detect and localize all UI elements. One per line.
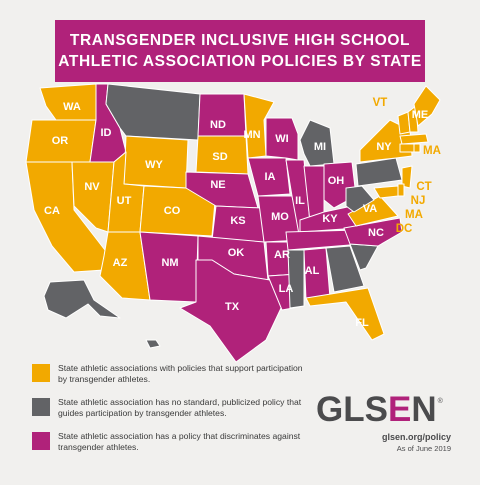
state-ms	[287, 249, 305, 309]
title-banner: TRANSGENDER INCLUSIVE HIGH SCHOOL ATHLET…	[55, 20, 425, 82]
state-label-tx: TX	[225, 301, 240, 313]
state-label-ne: NE	[210, 179, 225, 191]
state-nj	[401, 165, 413, 189]
state-ny	[359, 119, 413, 163]
state-mn	[243, 93, 275, 159]
title-line-2: ATHLETIC ASSOCIATION POLICIES BY STATE	[58, 53, 422, 70]
legend-swatch-inclusive	[32, 364, 50, 382]
state-label-la: LA	[279, 283, 294, 295]
state-de	[397, 183, 405, 197]
state-label-mo: MO	[271, 211, 289, 223]
state-label-al: AL	[305, 265, 320, 277]
state-label-dc: DC	[396, 223, 413, 235]
state-label-me: ME	[412, 109, 429, 121]
legend: State athletic associations with policie…	[32, 363, 312, 465]
state-hi	[145, 339, 161, 349]
state-md	[373, 185, 399, 199]
state-label-co: CO	[164, 205, 181, 217]
state-ct	[399, 143, 415, 153]
legend-text-no-policy: State athletic association has no standa…	[58, 397, 302, 418]
state-me	[413, 85, 441, 127]
legend-item-discriminatory: State athletic association has a policy …	[32, 431, 312, 465]
state-label-wi: WI	[275, 133, 288, 145]
state-ri	[413, 143, 421, 153]
state-wv	[345, 185, 375, 213]
state-label-nd: ND	[210, 119, 226, 131]
state-label-va: VA	[363, 203, 378, 215]
registered-mark: ®	[437, 398, 443, 405]
state-fl	[305, 287, 385, 341]
state-label-wy: WY	[145, 159, 163, 171]
state-ma	[399, 133, 429, 145]
state-label-nm: NM	[161, 257, 178, 269]
state-label-il: IL	[295, 195, 305, 207]
state-label-ar: AR	[274, 249, 290, 261]
state-label-ia: IA	[265, 171, 276, 183]
state-tx	[179, 259, 283, 363]
state-ia	[247, 157, 291, 197]
state-label-mi: MI	[314, 141, 326, 153]
state-label-nj: NJ	[411, 195, 426, 207]
state-label-nv: NV	[84, 181, 100, 193]
legend-text-inclusive: State athletic associations with policie…	[58, 363, 303, 384]
state-label-fl: FL	[355, 317, 369, 329]
title-line-1: TRANSGENDER INCLUSIVE HIGH SCHOOL	[69, 32, 411, 49]
state-co	[139, 185, 217, 237]
state-label-vt: VT	[373, 97, 388, 109]
state-label-ky: KY	[322, 213, 338, 225]
state-label-ny: NY	[376, 141, 392, 153]
logo-part-2: E	[387, 390, 412, 429]
policy-url[interactable]: glsen.org/policy	[381, 432, 451, 442]
legend-swatch-discriminatory	[32, 432, 50, 450]
state-label-sd: SD	[212, 151, 227, 163]
legend-item-inclusive: State athletic associations with policie…	[32, 363, 312, 397]
state-ak	[43, 279, 121, 319]
state-label-nc: NC	[368, 227, 384, 239]
state-label-ca: CA	[44, 205, 60, 217]
state-label-ut: UT	[117, 195, 132, 207]
state-ga	[325, 245, 365, 293]
legend-swatch-no-policy	[32, 398, 50, 416]
state-label-or: OR	[52, 135, 69, 147]
state-label-oh: OH	[328, 175, 345, 187]
state-label-az: AZ	[113, 257, 128, 269]
as-of-date: As of June 2019	[396, 444, 451, 453]
brand-block: GLS E N ® glsen.org/policy As of June 2019	[316, 392, 456, 454]
state-label-ct: CT	[416, 181, 431, 193]
state-pa	[355, 157, 403, 187]
state-label-wa: WA	[63, 101, 81, 113]
logo-part-1: GLS	[316, 390, 388, 429]
state-nc	[343, 217, 403, 247]
logo-part-3: N	[411, 390, 437, 429]
state-label-ma2: MA	[405, 209, 423, 221]
state-label-ok: OK	[228, 247, 245, 259]
state-label-ks: KS	[230, 215, 245, 227]
legend-item-no-policy: State athletic association has no standa…	[32, 397, 312, 431]
glsen-logo: GLS E N ®	[316, 392, 456, 428]
state-label-id: ID	[101, 127, 112, 139]
state-label-ma: MA	[423, 145, 441, 157]
legend-text-discriminatory: State athletic association has a policy …	[58, 431, 301, 452]
state-label-mn: MN	[243, 129, 260, 141]
